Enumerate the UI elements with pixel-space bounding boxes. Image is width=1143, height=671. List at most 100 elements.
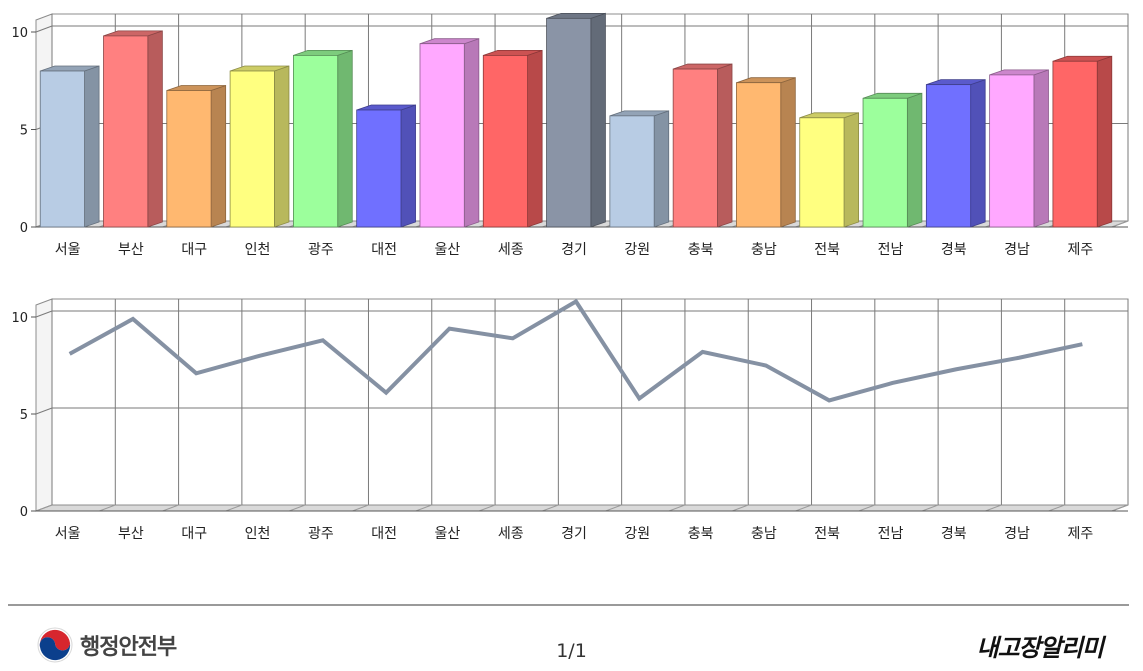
floor-gridline: [1111, 504, 1129, 512]
bar-front: [229, 70, 275, 228]
x-tick-label: 광주: [308, 242, 334, 258]
bar-front: [166, 90, 212, 228]
x-tick-label: 충남: [751, 526, 777, 542]
floor-gridline: [542, 504, 559, 512]
page-indicator: 1/1: [556, 640, 587, 662]
x-tick-label: 인천: [245, 526, 271, 542]
bar: [39, 65, 100, 228]
bar-side: [1033, 69, 1049, 228]
x-tick-label: 부산: [118, 242, 144, 258]
bar-front: [546, 17, 592, 228]
floor-gridline: [162, 504, 179, 512]
y-gridline-side: [35, 407, 53, 415]
x-tick-label: 경남: [1004, 242, 1030, 258]
x-tick-label: 울산: [435, 242, 461, 258]
floor-gridline: [668, 504, 686, 512]
bar-front: [292, 55, 339, 228]
floor-gridline: [732, 504, 749, 512]
floor-gridline: [352, 504, 369, 512]
bar: [546, 12, 606, 228]
bar-front: [419, 43, 465, 228]
bar-side: [274, 65, 290, 228]
bar: [672, 63, 733, 228]
floor-gridline: [605, 504, 622, 512]
x-tick-label: 세종: [498, 526, 524, 542]
bar-front: [356, 109, 402, 228]
bar: [736, 77, 796, 228]
chart-2-frame: 0 5 10 서울 부산 대구 인천 광주 대전 울산 세종 경기 강원 충북 충남 전북 전남 경북 경남 제주: [11, 298, 1129, 542]
y-tick-label: 10: [11, 311, 28, 326]
floor-gridline: [921, 504, 939, 512]
bar: [356, 104, 416, 228]
bar-side: [717, 63, 733, 228]
x-tick-label: 경북: [941, 526, 967, 542]
floor-gridline: [478, 504, 496, 512]
bar-front: [925, 84, 972, 228]
floor: [35, 504, 1129, 512]
x-tick-label: 경기: [561, 526, 587, 542]
floor-gridline: [858, 504, 875, 512]
ministry-name: 행정안전부: [80, 635, 177, 660]
bar-front: [862, 97, 908, 228]
bar-side: [147, 30, 163, 228]
x-tick-label: 충남: [751, 242, 777, 258]
bar-side: [590, 12, 606, 228]
floor-gridline: [1111, 220, 1129, 228]
x-tick-label: 대구: [181, 526, 207, 542]
bar-front: [103, 35, 149, 228]
bar-side: [527, 49, 543, 228]
bar: [862, 92, 923, 228]
footer-divider: [8, 604, 1129, 606]
bar: [799, 112, 860, 228]
y-gridline-side: [35, 310, 53, 318]
x-tick-label: 세종: [498, 242, 524, 258]
bar-side: [400, 104, 416, 228]
bar-side: [970, 79, 986, 228]
x-tick-label: 서울: [55, 526, 81, 542]
bar-side: [210, 84, 227, 228]
y-gridline-side: [35, 25, 53, 33]
x-tick-label: 대구: [181, 242, 207, 258]
y-tick-label: 10: [11, 26, 28, 41]
x-tick-label: 울산: [435, 526, 461, 542]
bar: [482, 49, 543, 228]
floor-gridline: [795, 504, 812, 512]
bar: [103, 30, 163, 228]
bar: [989, 69, 1049, 228]
y-tick-label: 5: [20, 408, 28, 423]
y-tick-label: 0: [20, 221, 28, 236]
bar-front: [609, 115, 655, 228]
bar-side: [84, 65, 100, 228]
side-wall: [35, 298, 53, 512]
bar-side: [843, 112, 860, 228]
bar-front: [799, 117, 845, 228]
x-tick-label: 강원: [624, 242, 650, 258]
back-wall: [51, 298, 1129, 506]
y-tick-label: 0: [20, 505, 28, 520]
bar: [166, 84, 227, 228]
floor-gridline: [289, 504, 306, 512]
floor-gridline: [35, 504, 53, 512]
x-tick-label: 전북: [814, 526, 840, 542]
x-tick-label: 인천: [245, 242, 271, 258]
bar-side: [906, 92, 923, 228]
bar-front: [989, 74, 1035, 228]
x-tick-label: 광주: [308, 526, 334, 542]
x-tick-label: 전남: [878, 242, 904, 258]
ministry-brand: 행정안전부: [36, 626, 177, 664]
x-tick-label: 경남: [1004, 526, 1030, 542]
bar-front: [736, 82, 782, 228]
x-tick-label: 대전: [371, 242, 397, 258]
floor-gridline: [1048, 504, 1065, 512]
floor-gridline: [225, 504, 243, 512]
bar: [229, 65, 290, 228]
bar: [419, 38, 480, 228]
x-tick-label: 경북: [941, 242, 967, 258]
x-tick-label: 전남: [878, 526, 904, 542]
x-tick-label: 충북: [688, 242, 714, 258]
chart-2-marks: [68, 298, 1083, 403]
bar-side: [1096, 55, 1113, 228]
chart-1-marks: [39, 12, 1113, 228]
x-tick-label: 제주: [1067, 526, 1093, 542]
